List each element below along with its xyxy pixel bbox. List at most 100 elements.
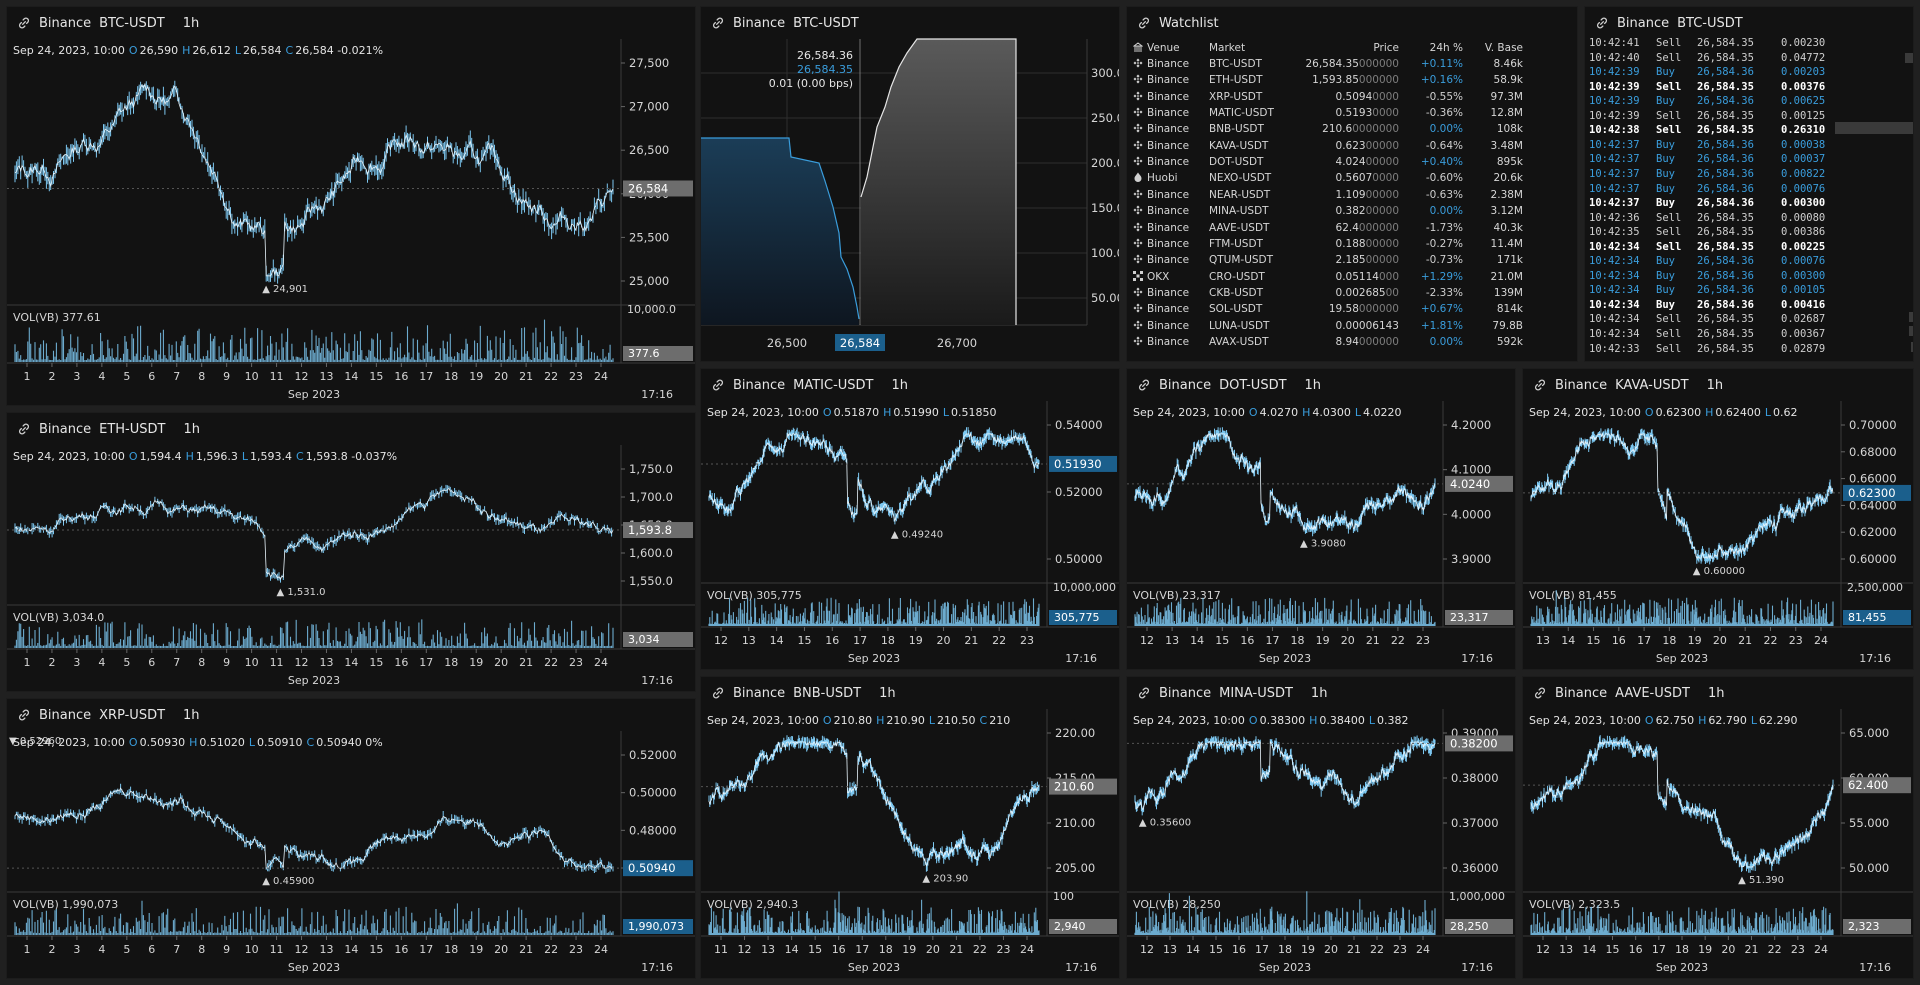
link-icon[interactable]	[1533, 686, 1547, 700]
x-tick-label: 7	[173, 370, 180, 383]
x-tick-label: 13	[319, 943, 333, 956]
chart-interval[interactable]: 1h	[183, 421, 200, 437]
depth-chart[interactable]: 300.00 250.00 200.00 150.00 100.00 50.00 26,58…	[701, 7, 1120, 362]
link-icon[interactable]	[17, 422, 31, 436]
watchlist-row[interactable]: OKX CRO-USDT 0.05114000 +1.29% 21.0M	[1127, 270, 1577, 286]
chart-interval[interactable]: 1h	[183, 707, 200, 723]
chart-panel-kava[interactable]: Binance KAVA-USDT 1h 0.70000 0.68000 0.6600…	[1522, 368, 1914, 670]
chart-interval[interactable]: 1h	[879, 685, 896, 701]
chart-interval[interactable]: 1h	[1304, 377, 1322, 393]
watchlist-market: XRP-USDT	[1209, 90, 1263, 103]
ohlc-value-l: 0.50910	[257, 736, 303, 749]
depth-panel[interactable]: Binance BTC-USDT 300.00 250.00 200.00 150.0…	[700, 6, 1120, 362]
venue-column-header[interactable]: Venue	[1133, 42, 1180, 54]
volume-readout: VOL(VB) 305,775	[707, 589, 802, 602]
x-tick-label: 18	[1278, 943, 1292, 956]
close-line	[708, 432, 1040, 522]
depth-y-tick: 300.00	[1091, 66, 1120, 80]
watchlist-row[interactable]: Binance MINA-USDT 0.38200000 0.00% 3.12M	[1127, 204, 1577, 220]
x-tick-label: 17	[419, 656, 433, 669]
ohlc-key-h: H	[876, 714, 885, 727]
watchlist-row[interactable]: Binance NEAR-USDT 1.10900000 -0.63% 2.38…	[1127, 188, 1577, 204]
chart-interval[interactable]: 1h	[891, 377, 909, 393]
chart-interval[interactable]: 1h	[182, 15, 200, 31]
ohlc-key-c: C	[306, 736, 315, 749]
volume-tick-label: 100	[1053, 890, 1074, 903]
chart-panel-aave[interactable]: Binance AAVE-USDT 1h65.00060.00055.00050…	[1522, 676, 1914, 979]
link-icon[interactable]	[1137, 686, 1151, 700]
last-price-label: 62.400	[1848, 778, 1888, 792]
link-icon[interactable]	[1533, 378, 1547, 392]
x-axis-month: Sep 2023	[288, 961, 340, 974]
watchlist-row[interactable]: Huobi NEXO-USDT 0.56070000 -0.60% 20.6k	[1127, 171, 1577, 187]
trade-price: 26,584.35	[1697, 124, 1754, 137]
chart-panel-bnb[interactable]: Binance BNB-USDT 1h 220.00 215.00 210.00 205…	[700, 676, 1120, 979]
volume-tick-label: 10,000.0	[627, 303, 676, 316]
watchlist-change: -0.55%	[1425, 90, 1463, 103]
chart-panel-mina[interactable]: Binance MINA-USDT 1h 0.39000 0.38000 0.3700…	[1126, 676, 1516, 979]
watchlist-row[interactable]: Binance AVAX-USDT 8.94000000 0.00% 592k	[1127, 335, 1577, 351]
link-icon[interactable]	[711, 378, 725, 392]
link-icon[interactable]	[711, 686, 725, 700]
watchlist-row[interactable]: Binance DOT-USDT 4.02400000 +0.40% 895k	[1127, 155, 1577, 171]
price-chart[interactable]: 4.2000 4.1000 4.0000 3.9000 4.0240 ▲ 3.9080 VO…	[1127, 369, 1515, 669]
link-icon[interactable]	[1595, 16, 1609, 30]
chart-panel-xrp[interactable]: Binance XRP-USDT 1h 0.52000 0.50000 0.48000…	[6, 698, 696, 979]
volume-column-header[interactable]: V. Base	[1484, 42, 1523, 54]
link-icon[interactable]	[1137, 16, 1151, 30]
watchlist-row[interactable]: Binance AAVE-USDT 62.4000000 -1.73% 40.3…	[1127, 221, 1577, 237]
price-chart[interactable]: 1,750.01,700.01,650.01,600.01,550.01,593…	[7, 413, 695, 691]
link-icon[interactable]	[17, 708, 31, 722]
trade-time: 10:42:34	[1589, 255, 1640, 268]
link-icon[interactable]	[17, 16, 31, 30]
change-column-header[interactable]: 24h %	[1429, 42, 1463, 54]
chart-panel-btc[interactable]: Binance BTC-USDT 1h 27,500 27,000 26,500 26,…	[6, 6, 696, 406]
depth-x-tick: 26,500	[767, 336, 807, 350]
link-icon[interactable]	[1137, 378, 1151, 392]
trade-time: 10:42:36	[1589, 211, 1640, 224]
watchlist-change: 0.00%	[1429, 335, 1463, 348]
watchlist-row[interactable]: Binance MATIC-USDT 0.51930000 -0.36% 12.…	[1127, 106, 1577, 122]
watchlist-volume: 2.38M	[1490, 188, 1523, 201]
trade-quantity: 0.00076	[1781, 182, 1826, 195]
market-column-header[interactable]: Market	[1209, 42, 1246, 54]
trades-panel[interactable]: Binance BTC-USDT 10:42:41 Sell 26,584.35…	[1584, 6, 1914, 362]
x-tick-label: 17	[1637, 634, 1651, 647]
ohlc-value-l: 62.290	[1759, 714, 1798, 727]
price-chart[interactable]: 0.70000 0.68000 0.66000 0.64000 0.62000 0.600…	[1523, 369, 1913, 669]
chart-interval[interactable]: 1h	[1310, 685, 1328, 701]
price-chart[interactable]: 27,50027,00026,50026,00025,50025,00026,5…	[7, 7, 695, 405]
watchlist-row[interactable]: Binance BTC-USDT 26,584.35000000 +0.11% …	[1127, 57, 1577, 73]
watchlist-row[interactable]: Binance QTUM-USDT 2.18500000 -0.73% 171k	[1127, 253, 1577, 269]
chart-interval[interactable]: 1h	[1706, 377, 1724, 393]
watchlist-row[interactable]: Binance KAVA-USDT 0.62300000 -0.64% 3.48…	[1127, 139, 1577, 155]
ohlc-readout: Sep 24, 2023, 10:00 O 0.38300 H 0.38400 L 0.38…	[1133, 714, 1409, 727]
link-icon[interactable]	[711, 16, 725, 30]
watchlist-row[interactable]: Binance FTM-USDT 0.18800000 -0.27% 11.4M	[1127, 237, 1577, 253]
price-column-header[interactable]: Price	[1373, 42, 1399, 54]
y-tick-label: 0.68000	[1849, 445, 1897, 459]
chart-panel-matic[interactable]: Binance MATIC-USDT 1h 0.54000 0.52000 0.500…	[700, 368, 1120, 670]
x-tick-label: 2	[48, 656, 55, 669]
watchlist-row[interactable]: Binance XRP-USDT 0.50940000 -0.55% 97.3M	[1127, 90, 1577, 106]
chart-symbol: MATIC-USDT	[793, 377, 874, 393]
watchlist-panel[interactable]: Watchlist Venue Market Price 24h % V. Ba…	[1126, 6, 1578, 362]
ohlc-key-o: O	[1248, 714, 1258, 727]
chart-panel-dot[interactable]: Binance DOT-USDT 1h 4.2000 4.1000 4.0000 3.9…	[1126, 368, 1516, 670]
trade-price: 26,584.36	[1697, 95, 1754, 108]
x-axis-month: Sep 2023	[848, 961, 900, 974]
chart-symbol: DOT-USDT	[1219, 377, 1287, 393]
chart-panel-eth[interactable]: Binance ETH-USDT 1h1,750.01,700.01,650.0…	[6, 412, 696, 692]
watchlist-row[interactable]: Binance SOL-USDT 19.58000000 +0.67% 814k	[1127, 302, 1577, 318]
price-chart[interactable]: 0.54000 0.52000 0.50000 0.51930 ▲ 0.49240 VOL…	[701, 369, 1119, 669]
watchlist-row[interactable]: Binance LUNA-USDT 0.00006143 +1.81% 79.8…	[1127, 319, 1577, 335]
watchlist-row[interactable]: Binance BNB-USDT 210.60000000 0.00% 108k	[1127, 122, 1577, 138]
chart-interval[interactable]: 1h	[1707, 685, 1725, 701]
watchlist-row[interactable]: Binance CKB-USDT 0.00268500 -2.33% 139M	[1127, 286, 1577, 302]
watchlist-row[interactable]: Binance ETH-USDT 1,593.85000000 +0.16% 5…	[1127, 73, 1577, 89]
x-tick-label: 3	[73, 370, 80, 383]
